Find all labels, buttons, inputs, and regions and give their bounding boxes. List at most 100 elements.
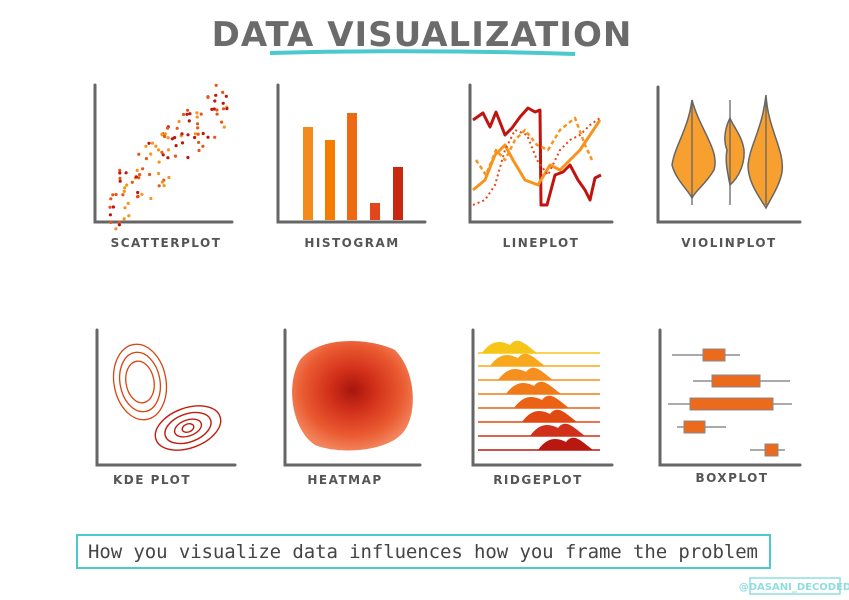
ridge-density bbox=[480, 353, 545, 366]
watermark: @DASANI_DECODED bbox=[739, 582, 849, 593]
scatter-point bbox=[125, 183, 129, 187]
scatter-point bbox=[212, 107, 216, 111]
ridge-density bbox=[480, 409, 577, 422]
scatter-point bbox=[144, 157, 148, 161]
heatmap-blob bbox=[292, 340, 413, 451]
label-heatmap: HEATMAP bbox=[307, 473, 382, 487]
scatter-point bbox=[111, 193, 115, 197]
scatter-point bbox=[195, 122, 200, 126]
axis-boxplot bbox=[658, 328, 802, 467]
title-underline bbox=[269, 49, 576, 56]
scatter-point bbox=[134, 175, 138, 179]
scatter-point bbox=[215, 112, 219, 116]
scatter-point bbox=[175, 126, 179, 130]
scatter-point bbox=[197, 140, 201, 144]
histogram-bar bbox=[393, 167, 403, 220]
scatter-point bbox=[213, 135, 217, 139]
scatter-point bbox=[186, 155, 190, 160]
scatter-point bbox=[180, 132, 184, 136]
ridge-density bbox=[480, 367, 553, 380]
scatter-point bbox=[196, 126, 200, 130]
label-lineplot: LINEPLOT bbox=[503, 236, 580, 250]
scatter-point bbox=[160, 180, 164, 184]
scatter-point bbox=[157, 171, 161, 176]
scatter-point bbox=[225, 107, 229, 111]
scatter-point bbox=[109, 220, 113, 224]
scatter-point bbox=[221, 90, 225, 94]
scatter-point bbox=[109, 197, 113, 201]
scatter-point bbox=[220, 120, 224, 124]
scatter-point bbox=[122, 217, 126, 221]
scatter-point bbox=[140, 192, 144, 196]
axis-histogram bbox=[276, 83, 427, 224]
ridge-density bbox=[480, 395, 569, 408]
ridge-density bbox=[480, 381, 561, 394]
scatter-point bbox=[149, 196, 153, 201]
scatter-point bbox=[186, 108, 190, 112]
violin bbox=[724, 115, 745, 187]
scatter-point bbox=[214, 83, 218, 87]
scatter-point bbox=[161, 153, 165, 157]
scatter-point bbox=[126, 201, 130, 205]
scatter-point bbox=[195, 111, 199, 115]
scatter-point bbox=[215, 108, 219, 112]
boxplot-box bbox=[711, 374, 761, 388]
scatter-point bbox=[124, 171, 128, 175]
page-title: DATA VISUALIZATION bbox=[212, 15, 633, 55]
ridge-density bbox=[480, 423, 585, 436]
scatter-point bbox=[148, 172, 152, 177]
scatter-point bbox=[166, 126, 170, 130]
scatter-point bbox=[137, 176, 141, 180]
histogram-bar bbox=[325, 140, 335, 220]
scatter-point bbox=[123, 186, 127, 190]
line-series bbox=[472, 119, 602, 192]
axis-kde-plot bbox=[95, 328, 237, 467]
scatter-point bbox=[160, 150, 164, 154]
scatter-point bbox=[199, 112, 203, 116]
scatter-point bbox=[166, 136, 170, 140]
scatter-point bbox=[162, 184, 166, 188]
scatter-point bbox=[150, 141, 154, 145]
scatter-point bbox=[127, 214, 131, 218]
scatter-point bbox=[163, 134, 167, 139]
scatter-point bbox=[154, 144, 158, 148]
scatter-point bbox=[108, 213, 112, 217]
axis-violinplot bbox=[656, 85, 802, 224]
kde-contour bbox=[154, 405, 222, 451]
scatter-point bbox=[141, 167, 145, 171]
scatter-point bbox=[206, 95, 210, 99]
violin bbox=[671, 99, 716, 200]
axis-scatterplot bbox=[93, 83, 234, 224]
scatter-point bbox=[121, 193, 125, 197]
scatter-point bbox=[166, 156, 170, 160]
scatter-point bbox=[136, 190, 140, 195]
scatter-point bbox=[135, 168, 139, 172]
histogram-bar bbox=[303, 127, 313, 220]
line-series bbox=[474, 116, 594, 177]
scatter-point bbox=[118, 176, 122, 180]
label-boxplot: BOXPLOT bbox=[695, 471, 768, 485]
scatter-point bbox=[206, 135, 210, 139]
scatter-point bbox=[117, 220, 121, 224]
label-histogram: HISTOGRAM bbox=[304, 236, 399, 250]
scatter-point bbox=[188, 112, 192, 116]
scatter-point bbox=[149, 152, 153, 156]
label-scatterplot: SCATTERPLOT bbox=[111, 236, 222, 250]
scatter-point bbox=[222, 125, 226, 129]
scatter-point bbox=[193, 135, 197, 140]
kde-contour bbox=[118, 351, 162, 413]
scatter-point bbox=[114, 192, 118, 197]
kde-contour bbox=[164, 411, 212, 445]
histogram-bar bbox=[370, 203, 380, 220]
boxplot-box bbox=[683, 420, 706, 434]
scatter-point bbox=[118, 179, 122, 183]
label-violinplot: VIOLINPLOT bbox=[681, 236, 777, 250]
caption-box bbox=[76, 534, 771, 569]
scatter-point bbox=[118, 171, 122, 175]
boxplot-box bbox=[702, 348, 726, 362]
scatter-point bbox=[196, 132, 200, 136]
scatter-point bbox=[201, 144, 205, 148]
axis-heatmap bbox=[283, 328, 422, 467]
scatter-point bbox=[156, 148, 161, 152]
